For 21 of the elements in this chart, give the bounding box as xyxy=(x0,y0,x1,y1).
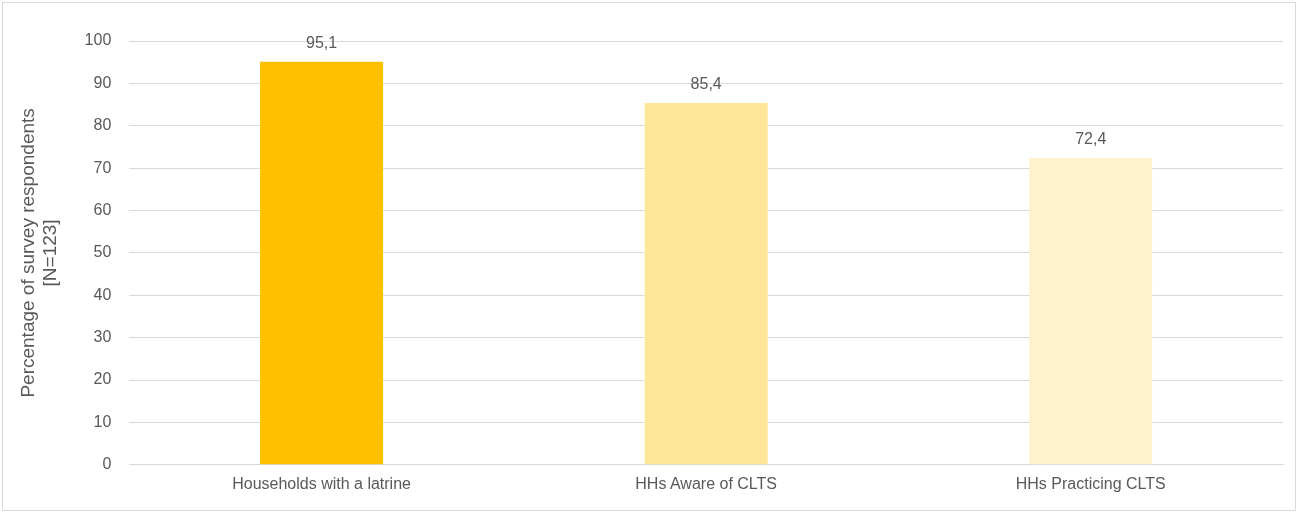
y-tick-label: 0 xyxy=(102,455,112,473)
y-tick-label: 10 xyxy=(93,412,112,430)
y-tick-label: 30 xyxy=(93,328,112,346)
x-tick-label: HHs Practicing CLTS xyxy=(1015,474,1166,492)
y-tick-label: 70 xyxy=(93,158,112,176)
y-tick-label: 20 xyxy=(93,370,112,388)
y-tick-label: 100 xyxy=(84,31,112,49)
y-tick-label: 90 xyxy=(93,73,112,91)
data-label: 72,4 xyxy=(1075,130,1107,148)
data-label: 95,1 xyxy=(306,34,338,52)
bar xyxy=(644,102,768,465)
y-tick-label: 50 xyxy=(93,243,112,261)
y-axis-title: Percentage of survey respondents [N=123] xyxy=(16,108,61,398)
bar xyxy=(1029,157,1153,465)
y-tick-label: 60 xyxy=(93,200,112,218)
x-tick-label: Households with a latrine xyxy=(232,474,412,492)
y-tick-label: 80 xyxy=(93,116,112,134)
bar xyxy=(260,61,384,465)
data-label: 85,4 xyxy=(690,75,722,93)
y-tick-label: 40 xyxy=(93,285,112,303)
x-tick-label: HHs Aware of CLTS xyxy=(635,474,777,492)
